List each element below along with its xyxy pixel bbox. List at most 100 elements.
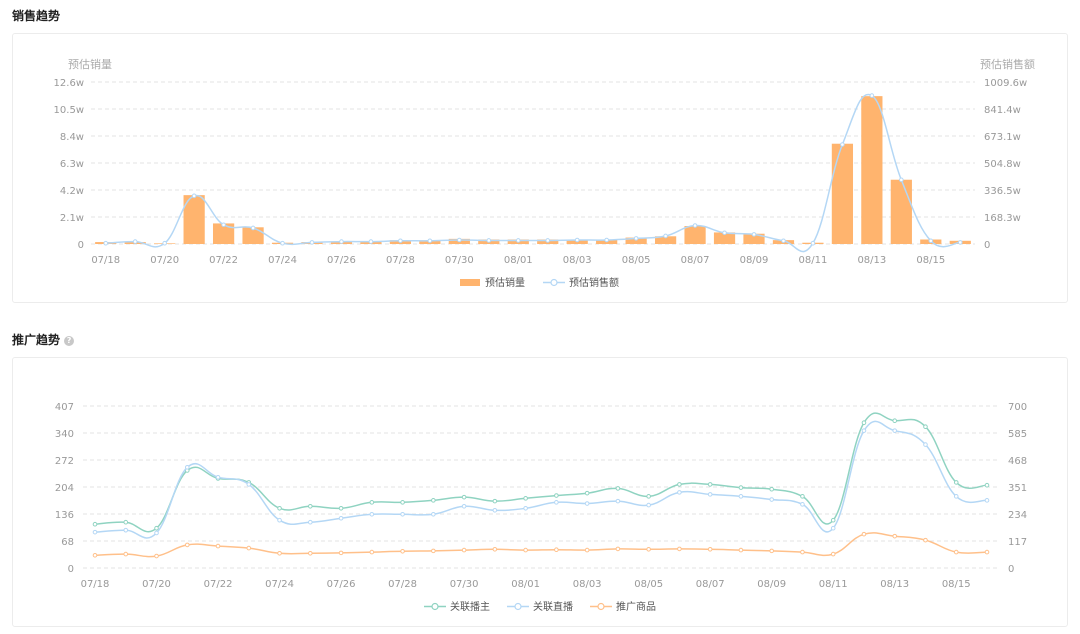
sales-amount-point-07/18: [103, 240, 109, 246]
x-tick-label: 07/22: [209, 255, 238, 266]
live-point-08/09: [769, 497, 774, 502]
y-tick-left: 2.1w: [60, 213, 84, 224]
anchor-point-08/07: [707, 482, 713, 487]
product-line: [94, 532, 988, 558]
sales-amount-point-08/09: [751, 232, 757, 237]
sales-amount-point-07/19: [132, 239, 138, 244]
sales-amount-point-08/12: [840, 142, 845, 147]
sales-section-title: 销售趋势: [12, 9, 61, 23]
y-tick-right: 0: [984, 240, 990, 251]
live-point-08/04: [615, 498, 621, 504]
x-tick-label: 07/18: [81, 579, 110, 590]
y-tick-left: 68: [61, 537, 74, 548]
y-axis-right-title: 预估销售额: [980, 57, 1035, 71]
x-tick-label: 07/20: [142, 579, 171, 590]
live-point-07/29: [431, 511, 436, 517]
legend-marker-product: [597, 602, 605, 611]
anchor-point-08/16: [984, 482, 990, 488]
live-point-07/25: [308, 519, 313, 525]
sales-amount-point-07/26: [339, 239, 344, 244]
x-tick-label: 08/15: [942, 579, 971, 590]
promo-section-title: 推广趋势?: [12, 331, 75, 348]
y-tick-right: 841.4w: [984, 105, 1021, 116]
y-tick-left: 407: [55, 402, 74, 413]
y-tick-left: 136: [55, 510, 74, 521]
live-point-07/21: [184, 464, 190, 470]
y-tick-left: 272: [55, 456, 74, 467]
live-point-07/20: [154, 530, 159, 536]
product-point-08/12: [861, 531, 867, 537]
promo-legend: 关联播主 关联直播 推广商品: [424, 600, 656, 613]
product-point-08/07: [707, 546, 713, 552]
legend-marker-sales-amount: [550, 278, 558, 287]
sales-amount-point-07/28: [398, 238, 403, 244]
product-point-07/23: [246, 545, 252, 551]
x-tick-label: 08/03: [573, 579, 602, 590]
y-tick-left: 12.6w: [54, 78, 84, 89]
anchor-point-08/13: [892, 418, 898, 424]
x-tick-label: 08/09: [740, 255, 769, 266]
y-tick-right: 468: [1008, 456, 1027, 467]
sales-amount-point-07/22: [221, 222, 226, 228]
product-point-08/16: [984, 549, 990, 555]
anchor-point-08/04: [615, 486, 621, 491]
sales-amount-point-07/25: [309, 240, 315, 245]
anchor-point-08/12: [861, 420, 867, 426]
sales-amount-point-08/05: [633, 236, 639, 241]
anchor-point-07/31: [492, 498, 498, 504]
y-tick-left: 8.4w: [60, 132, 84, 143]
sales-amount-point-08/08: [722, 230, 727, 236]
x-tick-label: 07/30: [445, 255, 474, 266]
bar-08/06: [654, 236, 677, 244]
live-point-07/28: [400, 511, 405, 517]
x-tick-label: 08/03: [563, 255, 592, 266]
sales-trend-card: 预估销量 预估销售额 0 0 2.1w 168.3w 4.2w 336.5w 6.3w 504.8…: [12, 33, 1068, 303]
y-tick-left: 0: [68, 564, 74, 575]
anchor-point-08/11: [830, 517, 836, 523]
x-tick-label: 07/26: [327, 579, 356, 590]
x-tick-label: 08/11: [819, 579, 848, 590]
live-point-08/13: [892, 428, 898, 433]
sales-amount-point-08/10: [781, 238, 786, 244]
product-point-07/29: [431, 548, 436, 554]
live-point-07/24: [277, 517, 282, 523]
anchor-point-07/29: [431, 498, 436, 503]
product-point-08/03: [584, 547, 590, 553]
sales-amount-point-08/07: [692, 223, 698, 228]
sales-amount-point-08/14: [899, 177, 904, 183]
x-tick-label: 07/24: [265, 579, 294, 590]
x-tick-label: 07/24: [268, 255, 297, 266]
live-point-07/18: [92, 529, 98, 535]
y-tick-left: 0: [78, 240, 84, 251]
sales-amount-point-07/24: [280, 240, 285, 246]
anchor-point-08/08: [738, 485, 744, 490]
x-tick-label: 07/28: [388, 579, 417, 590]
product-point-07/20: [154, 553, 159, 559]
bar-07/21: [183, 195, 205, 244]
y-tick-right: 168.3w: [984, 213, 1021, 224]
anchor-point-07/27: [369, 500, 375, 505]
product-point-08/08: [738, 547, 744, 553]
y-tick-left: 340: [55, 429, 74, 440]
sales-amount-point-08/04: [604, 237, 609, 243]
live-point-08/11: [830, 525, 836, 531]
product-point-07/25: [308, 550, 313, 556]
question-circle-icon[interactable]: ?: [64, 336, 75, 346]
live-point-07/26: [338, 515, 344, 521]
sales-amount-point-07/31: [486, 238, 492, 243]
live-point-08/06: [677, 490, 682, 495]
y-tick-right: 336.5w: [984, 186, 1021, 197]
product-point-07/30: [461, 547, 467, 553]
sales-amount-point-07/23: [250, 225, 256, 231]
anchor-point-07/25: [308, 504, 313, 509]
y-tick-right: 351: [1008, 483, 1027, 494]
x-tick-label: 08/11: [799, 255, 828, 266]
live-point-08/07: [707, 492, 713, 497]
x-tick-label: 07/28: [386, 255, 415, 266]
anchor-point-07/28: [400, 500, 405, 505]
sales-amount-point-07/27: [368, 239, 374, 244]
promo-section-title-text: 推广趋势: [12, 333, 61, 347]
anchor-point-08/10: [800, 494, 805, 499]
anchor-line: [94, 412, 988, 533]
product-point-07/31: [492, 546, 498, 552]
